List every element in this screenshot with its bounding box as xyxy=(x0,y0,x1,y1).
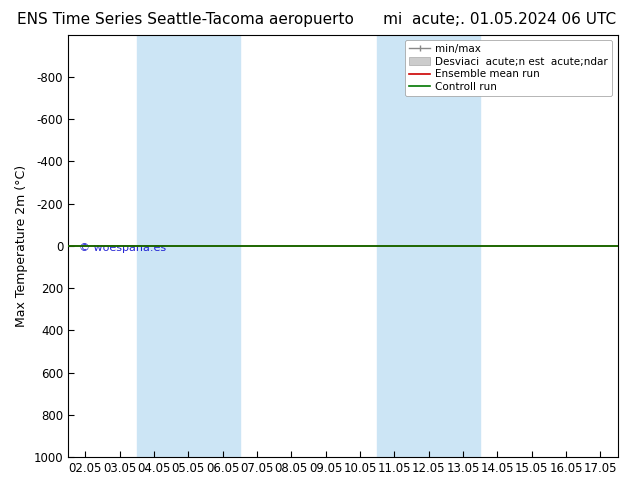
Bar xyxy=(377,35,480,457)
Bar xyxy=(137,35,240,457)
Y-axis label: Max Temperature 2m (°C): Max Temperature 2m (°C) xyxy=(15,165,28,327)
Legend: min/max, Desviaci  acute;n est  acute;ndar, Ensemble mean run, Controll run: min/max, Desviaci acute;n est acute;ndar… xyxy=(405,40,612,96)
Text: ENS Time Series Seattle-Tacoma aeropuerto      mi  acute;. 01.05.2024 06 UTC: ENS Time Series Seattle-Tacoma aeropuert… xyxy=(18,12,616,27)
Text: © woespana.es: © woespana.es xyxy=(79,243,166,253)
